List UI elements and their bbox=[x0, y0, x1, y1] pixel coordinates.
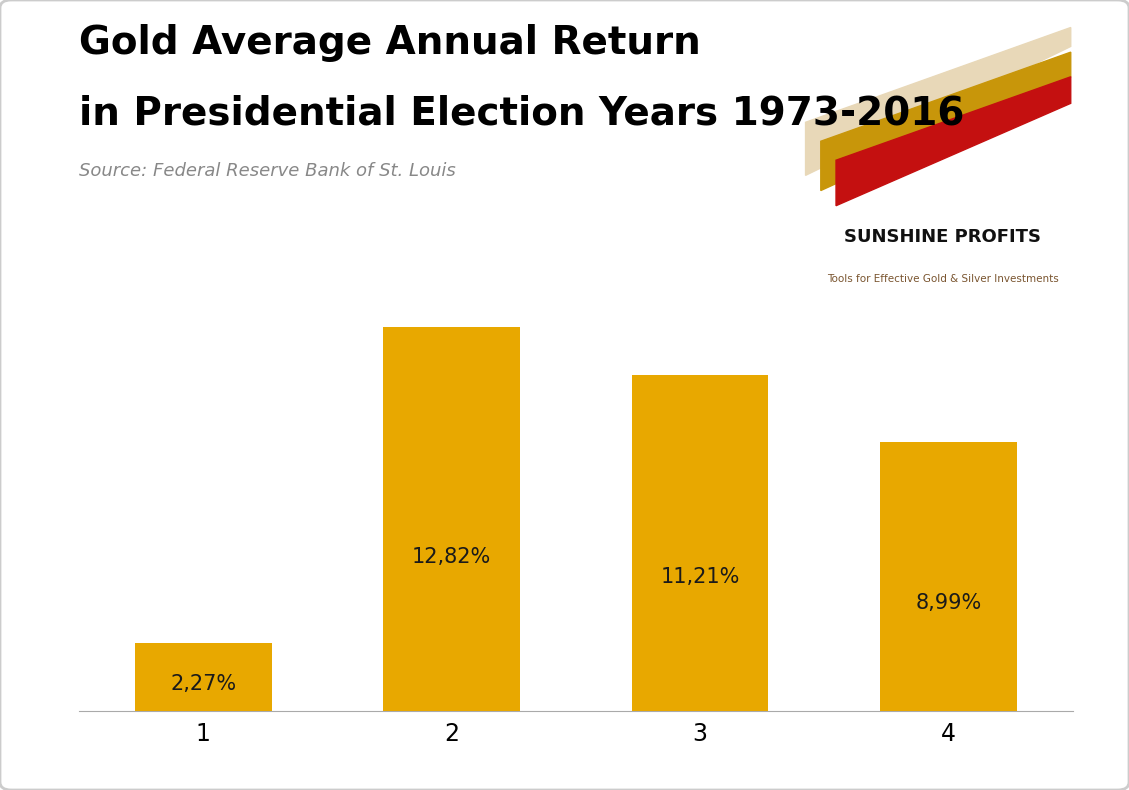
Polygon shape bbox=[821, 52, 1070, 190]
Bar bbox=[632, 375, 769, 711]
Bar bbox=[135, 643, 271, 711]
Text: 11,21%: 11,21% bbox=[660, 566, 739, 587]
Text: 8,99%: 8,99% bbox=[916, 593, 981, 613]
Text: Tools for Effective Gold & Silver Investments: Tools for Effective Gold & Silver Invest… bbox=[826, 274, 1059, 284]
Text: in Presidential Election Years 1973-2016: in Presidential Election Years 1973-2016 bbox=[79, 95, 964, 133]
Text: Source: Federal Reserve Bank of St. Louis: Source: Federal Reserve Bank of St. Loui… bbox=[79, 162, 456, 180]
Text: SUNSHINE PROFITS: SUNSHINE PROFITS bbox=[844, 228, 1041, 246]
Polygon shape bbox=[835, 77, 1070, 205]
Bar bbox=[881, 442, 1017, 711]
Text: 12,82%: 12,82% bbox=[412, 547, 491, 567]
Bar bbox=[384, 327, 520, 711]
Text: 2,27%: 2,27% bbox=[170, 674, 236, 694]
Text: Gold Average Annual Return: Gold Average Annual Return bbox=[79, 24, 701, 62]
Polygon shape bbox=[805, 28, 1070, 175]
